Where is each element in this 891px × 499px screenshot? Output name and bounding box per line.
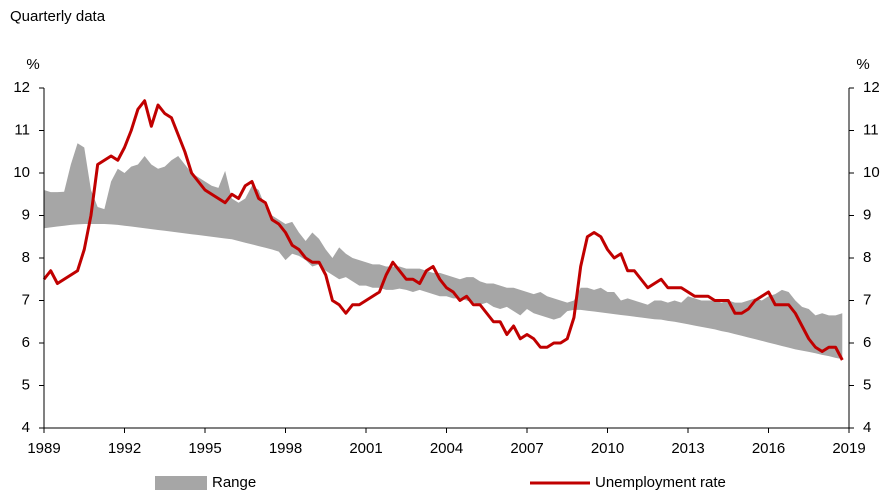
legend-swatch <box>155 476 207 490</box>
y2-tick-label: 4 <box>863 419 871 436</box>
y2-tick-label: 11 <box>863 121 879 138</box>
y-tick-label: 4 <box>22 419 30 436</box>
range-area <box>44 143 843 360</box>
x-tick-label: 1989 <box>27 440 60 457</box>
y2-tick-label: 10 <box>863 164 880 181</box>
x-tick-label: 2019 <box>832 440 865 457</box>
x-tick-label: 2010 <box>591 440 624 457</box>
y-tick-label: 8 <box>22 249 30 266</box>
y2-tick-label: 5 <box>863 376 871 393</box>
x-tick-label: 1995 <box>188 440 221 457</box>
y-tick-label: 11 <box>14 121 30 138</box>
legend-label: Unemployment rate <box>595 474 726 491</box>
chart-subtitle: Quarterly data <box>10 8 106 25</box>
y2-tick-label: 9 <box>863 206 871 223</box>
x-tick-label: 2016 <box>752 440 785 457</box>
y2-tick-label: 12 <box>863 79 880 96</box>
line <box>42 99 844 361</box>
y-tick-label: 12 <box>13 79 30 96</box>
x-tick-label: 2007 <box>510 440 543 457</box>
y-tick-label: 6 <box>22 334 30 351</box>
x-tick-label: 2001 <box>349 440 382 457</box>
x-tick-label: 2004 <box>430 440 463 457</box>
y-tick-label: 5 <box>22 376 30 393</box>
y2-tick-label: 7 <box>863 291 871 308</box>
y2-axis-label: % <box>856 56 869 73</box>
y-tick-label: 9 <box>22 206 30 223</box>
x-tick-label: 2013 <box>671 440 704 457</box>
legend-label: Range <box>212 474 256 491</box>
y-tick-label: 10 <box>13 164 30 181</box>
x-tick-label: 1992 <box>108 440 141 457</box>
y-tick-label: 7 <box>22 291 30 308</box>
x-tick-label: 1998 <box>269 440 302 457</box>
y2-tick-label: 8 <box>863 249 871 266</box>
y2-tick-label: 6 <box>863 334 871 351</box>
y-axis-label: % <box>26 56 39 73</box>
